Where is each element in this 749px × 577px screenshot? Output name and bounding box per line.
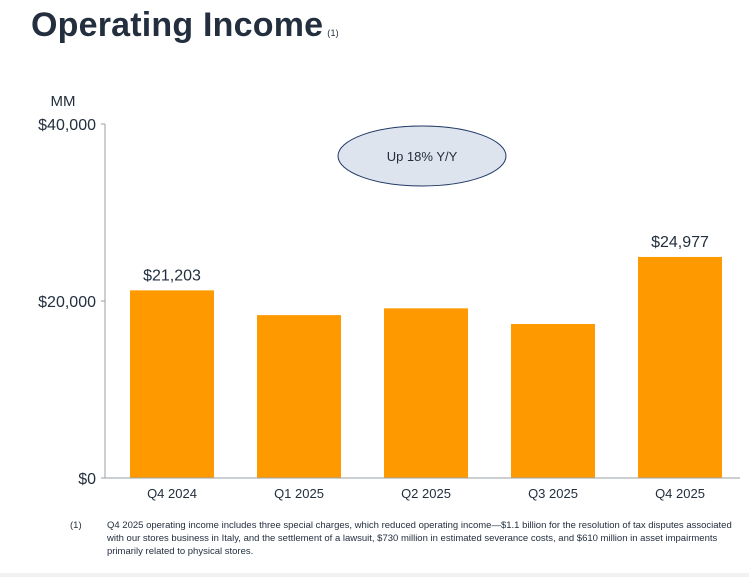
title-text: Operating Income	[31, 6, 324, 44]
bar-series	[130, 256, 722, 478]
bar-q1-2025	[257, 315, 341, 478]
callout-text: Up 18% Y/Y	[387, 149, 458, 164]
bar-q4-2024	[130, 290, 214, 478]
x-axis-ticks: Q4 2024 Q1 2025 Q2 2025 Q3 2025 Q4 2025	[147, 486, 705, 501]
yoy-callout: Up 18% Y/Y	[337, 125, 507, 187]
x-tick-label: Q3 2025	[528, 486, 578, 501]
y-axis-label: MM	[51, 93, 76, 110]
y-tick-label: $40,000	[38, 117, 96, 134]
footnote-marker: (1)	[70, 520, 82, 531]
data-label: $21,203	[143, 267, 201, 284]
x-tick-label: Q4 2025	[655, 486, 705, 501]
data-label: $24,977	[651, 234, 709, 251]
y-axis-ticks: $0 $20,000 $40,000	[38, 117, 105, 488]
bar-q2-2025	[384, 308, 468, 478]
y-tick-label: $20,000	[38, 294, 96, 311]
title-footnote-marker: (1)	[327, 28, 339, 38]
data-labels: $21,203 $24,977	[143, 234, 709, 284]
footnote-text: Q4 2025 operating income includes three …	[107, 520, 732, 557]
x-tick-label: Q1 2025	[274, 486, 324, 501]
operating-income-chart: MM $0 $20,000 $40,000 Q4 2024 Q1 2025 Q2 202…	[38, 93, 740, 501]
page-title: Operating Income (1)	[31, 6, 339, 45]
y-tick-label: $0	[78, 471, 96, 488]
callout-ellipse	[337, 125, 507, 187]
bar-q4-2025	[638, 256, 722, 478]
bottom-band	[0, 573, 749, 577]
bar-q3-2025	[511, 324, 595, 478]
x-tick-label: Q2 2025	[401, 486, 451, 501]
x-tick-label: Q4 2024	[147, 486, 197, 501]
